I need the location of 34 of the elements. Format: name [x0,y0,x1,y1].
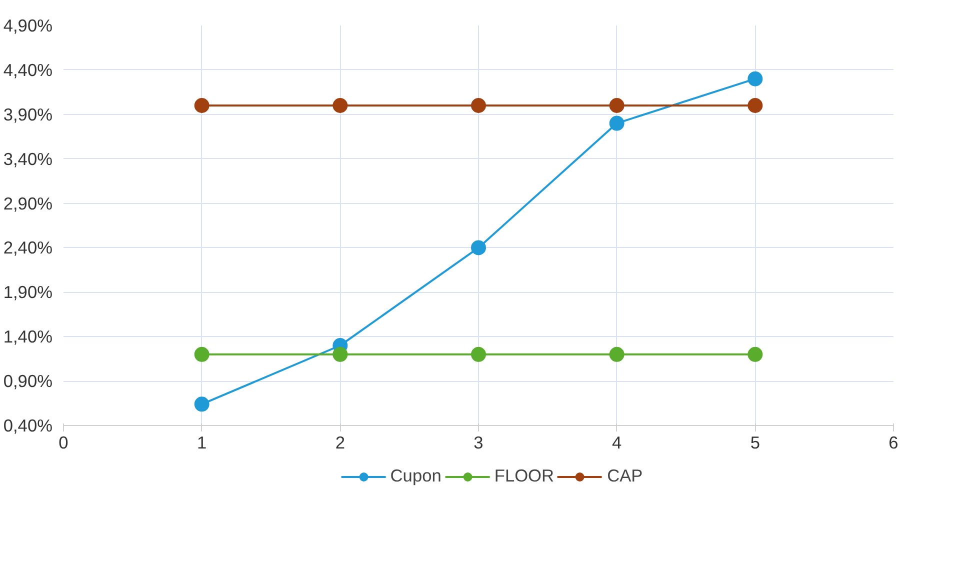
y-tick-label: 0,40% [3,416,53,436]
y-tick-label: 4,90% [3,16,53,36]
y-tick-label: 3,40% [3,148,53,169]
legend-label: FLOOR [494,466,554,486]
x-tick-label: 3 [474,432,484,452]
point [332,346,348,362]
legend-label: CAP [607,466,643,486]
x-tick-label: 6 [888,432,898,452]
x-tick-label: 5 [750,432,760,452]
y-tick-label: 1,90% [3,282,53,302]
point [332,98,348,113]
x-tick-label: 4 [612,432,622,452]
point [609,346,624,362]
y-tick-label: 2,40% [3,238,53,258]
point [194,346,210,362]
point [471,98,486,113]
y-tick-label: 2,90% [3,193,53,214]
x-tick-label: 1 [197,432,207,452]
y-tick-label: 4,40% [3,60,53,80]
point [609,98,624,113]
point [194,396,210,412]
point [748,346,763,362]
point [471,240,486,256]
point [609,116,624,131]
point [748,98,763,113]
point [194,98,210,113]
y-tick-label: 1,40% [3,326,53,347]
y-tick-label: 3,90% [3,104,53,124]
x-tick-label: 2 [335,432,345,452]
point [748,71,763,86]
x-tick-label: 0 [58,432,68,452]
legend-label: Cupon [390,466,442,486]
y-tick-label: 0,90% [3,371,53,392]
point [471,346,486,362]
